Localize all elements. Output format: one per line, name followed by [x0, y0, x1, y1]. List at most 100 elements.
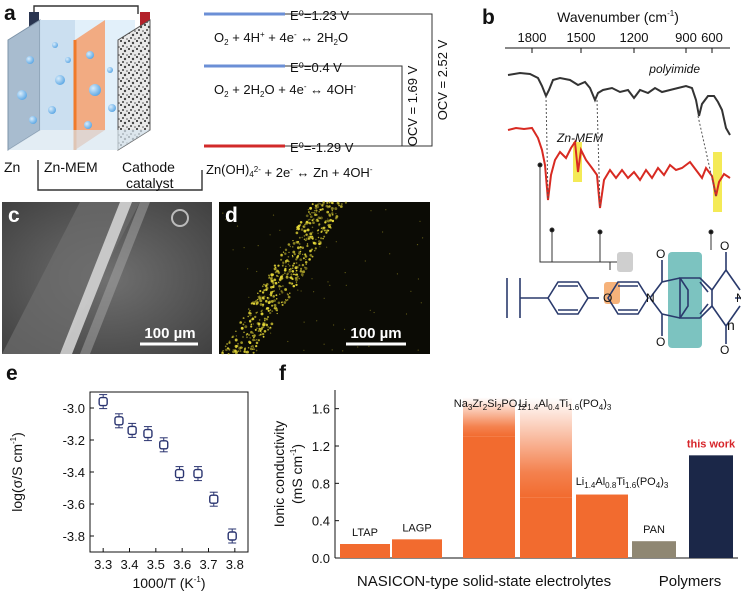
eds-dot: [239, 346, 243, 349]
ocv-inner-label: OCV = 1.69 V: [405, 65, 420, 146]
eds-noise-dot: [247, 268, 249, 270]
eds-dot: [298, 277, 300, 280]
eds-dot: [272, 295, 275, 298]
eds-dot: [276, 312, 278, 315]
eds-dot: [331, 212, 334, 215]
f-y-tick-label: 0.4: [312, 514, 330, 529]
plot-e-xlabel: 1000/T (K-1): [132, 575, 205, 591]
eds-noise-dot: [329, 284, 331, 286]
highlight-band-2: [713, 152, 722, 212]
eds-dot: [256, 327, 258, 329]
eds-dot: [295, 231, 299, 235]
eds-dot: [286, 299, 289, 301]
eds-dot: [304, 223, 306, 226]
eds-dot: [331, 201, 334, 205]
eds-noise-dot: [396, 273, 398, 275]
level-2-e0: E⁰=0.4 V: [290, 60, 342, 75]
f-y-tick-label: 1.6: [312, 402, 330, 417]
eds-dot: [268, 277, 270, 279]
eds-dot: [264, 319, 266, 322]
eds-dot: [310, 248, 314, 251]
eds-dot: [293, 273, 295, 276]
bar: [463, 436, 515, 558]
panel-f: f 0.0 0.4 0.8 1.2 1.6 LTAP LAGP PAN this work I…: [271, 362, 738, 590]
eds-dot: [305, 263, 307, 266]
eds-dot: [252, 300, 254, 303]
eds-dot: [262, 335, 265, 338]
data-point: [193, 468, 203, 479]
eds-dot: [311, 255, 314, 258]
eds-noise-dot: [417, 278, 419, 280]
eds-dot: [318, 224, 320, 227]
eds-dot: [320, 237, 323, 240]
eds-dot: [329, 218, 333, 222]
eds-dot: [302, 225, 306, 229]
eds-noise-dot: [420, 302, 422, 304]
eds-dot: [331, 213, 334, 216]
eds-dot: [320, 227, 323, 229]
panel-b: b Wavenumber (cm-1) 1800 1500 1200 900 600 p…: [482, 6, 741, 357]
top-wire: [33, 5, 139, 14]
eds-dot: [258, 296, 262, 300]
eds-dot: [258, 319, 261, 321]
eds-noise-dot: [222, 212, 224, 214]
panel-f-label: f: [279, 362, 287, 385]
eds-dot: [314, 247, 317, 250]
zn-electrode: [7, 19, 41, 151]
data-point: [159, 440, 169, 450]
eds-dot: [302, 253, 304, 256]
eds-dot: [299, 221, 303, 224]
eds-dot: [286, 274, 288, 276]
eds-dot: [330, 207, 334, 210]
atom-o-4: O: [720, 343, 729, 357]
eds-dot: [282, 261, 285, 264]
eds-dot: [255, 349, 258, 352]
eds-dot: [258, 295, 261, 297]
eds-dot: [305, 220, 309, 224]
eds-dot: [244, 351, 248, 354]
y-tick-label: -3.4: [63, 465, 85, 480]
eds-dot: [263, 289, 266, 292]
eds-dot: [287, 255, 290, 258]
bar-label: this work: [687, 438, 736, 450]
eds-dot: [270, 285, 273, 289]
eds-dot: [328, 205, 331, 208]
eds-dot: [309, 218, 311, 221]
eds-dot: [260, 312, 264, 316]
eds-dot: [267, 301, 271, 304]
wavenumber-ticks: 1800 1500 1200 900 600: [518, 30, 723, 53]
eds-dot: [287, 243, 291, 246]
eds-dot: [265, 318, 269, 321]
eds-dot: [320, 241, 322, 243]
eds-dot: [247, 315, 249, 318]
eds-dot: [275, 266, 277, 269]
eds-dot: [224, 345, 227, 348]
eds-dot: [319, 217, 321, 220]
eds-dot: [285, 275, 289, 279]
eds-dot: [292, 242, 296, 245]
eds-dot: [273, 267, 277, 271]
structure-atoms: O O O O O N N: [603, 239, 741, 357]
eds-dot: [307, 221, 311, 225]
eds-dot: [225, 348, 228, 352]
eds-dot: [308, 212, 311, 215]
atom-o-2: O: [656, 335, 665, 349]
eds-dot: [295, 281, 298, 283]
eds-dot: [294, 266, 298, 270]
eds-noise-dot: [389, 253, 391, 255]
bar: [520, 497, 572, 558]
eds-dot: [251, 302, 255, 305]
ocv-inner-bracket: [395, 65, 403, 147]
eds-noise-dot: [302, 275, 304, 277]
eds-dot: [252, 347, 255, 349]
eds-dot: [338, 204, 340, 207]
eds-dot: [312, 241, 314, 243]
eds-dot: [301, 236, 303, 239]
formula-nzsp: Na3Zr2Si2PO12: [454, 398, 527, 412]
level-3-e0: E⁰=-1.29 V: [290, 140, 354, 155]
panel-b-label: b: [482, 6, 495, 29]
eds-dot: [269, 309, 272, 311]
eds-dot: [240, 326, 244, 330]
eds-dot: [298, 251, 301, 255]
eds-dot: [252, 336, 255, 339]
